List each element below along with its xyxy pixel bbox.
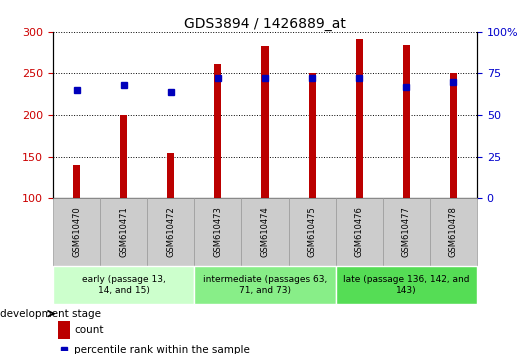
Text: GSM610477: GSM610477: [402, 206, 411, 257]
Text: late (passage 136, 142, and
143): late (passage 136, 142, and 143): [343, 275, 470, 295]
Text: GSM610470: GSM610470: [72, 206, 81, 257]
Bar: [120, 115, 127, 198]
Text: GSM610475: GSM610475: [307, 206, 316, 257]
Text: GSM610471: GSM610471: [119, 206, 128, 257]
Bar: [53, 198, 100, 266]
Bar: [335, 198, 383, 266]
Text: count: count: [74, 325, 104, 335]
Bar: [167, 153, 174, 198]
Text: GSM610472: GSM610472: [166, 206, 175, 257]
Text: GSM610478: GSM610478: [449, 206, 458, 257]
Text: GSM610473: GSM610473: [214, 206, 223, 257]
Bar: [58, 321, 70, 339]
Title: GDS3894 / 1426889_at: GDS3894 / 1426889_at: [184, 17, 346, 31]
Bar: [195, 198, 242, 266]
Bar: [383, 198, 430, 266]
Text: GSM610474: GSM610474: [261, 206, 269, 257]
Bar: [430, 198, 477, 266]
Bar: [195, 266, 335, 304]
Bar: [308, 73, 316, 198]
Bar: [242, 198, 288, 266]
Text: percentile rank within the sample: percentile rank within the sample: [74, 346, 250, 354]
Bar: [100, 198, 147, 266]
Bar: [53, 266, 195, 304]
Bar: [450, 73, 457, 198]
Bar: [403, 45, 410, 198]
Text: development stage: development stage: [0, 309, 101, 319]
Bar: [147, 198, 195, 266]
Bar: [73, 165, 80, 198]
Bar: [356, 39, 363, 198]
Bar: [214, 64, 222, 198]
Bar: [261, 46, 269, 198]
Text: early (passage 13,
14, and 15): early (passage 13, 14, and 15): [82, 275, 165, 295]
Bar: [335, 266, 477, 304]
Text: intermediate (passages 63,
71, and 73): intermediate (passages 63, 71, and 73): [203, 275, 327, 295]
Text: GSM610476: GSM610476: [355, 206, 364, 257]
Bar: [288, 198, 335, 266]
